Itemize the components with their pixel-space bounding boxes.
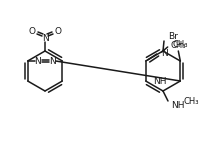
Text: CH₃: CH₃ xyxy=(171,41,186,50)
Text: N: N xyxy=(161,49,167,58)
Text: O: O xyxy=(29,26,35,35)
Text: CH₃: CH₃ xyxy=(173,39,188,49)
Text: O: O xyxy=(54,26,62,35)
Text: Br: Br xyxy=(168,32,178,41)
Text: CH₃: CH₃ xyxy=(183,97,198,106)
Text: NH: NH xyxy=(171,101,184,110)
Text: NH: NH xyxy=(153,76,166,86)
Text: N: N xyxy=(49,56,56,65)
Text: N: N xyxy=(34,56,41,65)
Text: N: N xyxy=(42,34,48,43)
